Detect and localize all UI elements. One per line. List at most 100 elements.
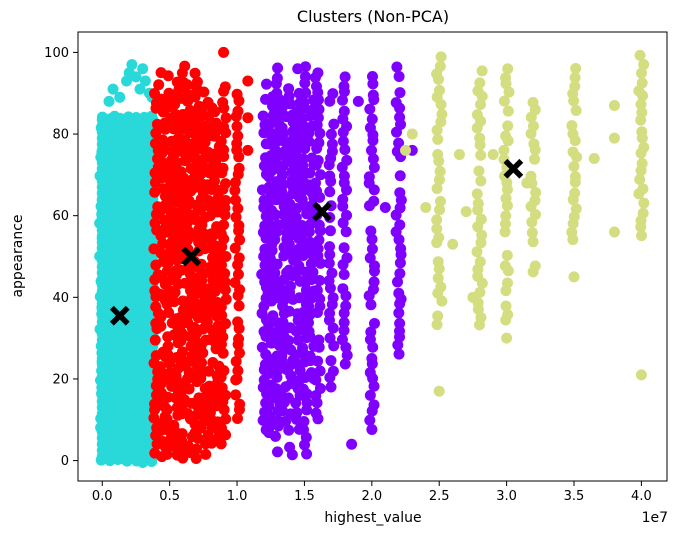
cluster-1-point <box>162 340 174 352</box>
cluster-2-point <box>300 87 312 99</box>
cluster-2-point <box>296 194 308 206</box>
cluster-3-point <box>431 182 443 194</box>
cluster-2-point <box>328 118 340 130</box>
points-layer <box>94 46 650 468</box>
cluster-2-point <box>363 171 375 183</box>
cluster-3-point <box>498 95 510 107</box>
cluster-1-point <box>218 121 230 133</box>
cluster-2-point <box>338 269 350 281</box>
cluster-1-point <box>176 428 188 440</box>
cluster-1-point <box>215 228 227 240</box>
cluster-2-point <box>283 238 295 250</box>
cluster-1-point <box>233 220 245 232</box>
cluster-2-point <box>299 71 311 83</box>
cluster-2-point <box>364 122 376 134</box>
cluster-1-point <box>229 277 241 289</box>
cluster-2-point <box>312 355 324 367</box>
cluster-2-point <box>325 128 337 140</box>
cluster-3-point <box>636 230 648 242</box>
cluster-2-point <box>314 274 326 286</box>
cluster-3-point <box>499 226 511 238</box>
cluster-2-point <box>341 209 353 221</box>
cluster-3-point <box>637 207 649 219</box>
cluster-3-point <box>476 229 488 241</box>
cluster-2-point <box>314 365 326 377</box>
cluster-3-point <box>530 209 542 221</box>
cluster-2-point <box>277 169 289 181</box>
cluster-2-point <box>310 80 322 92</box>
cluster-2-point <box>352 95 364 107</box>
cluster-2-point <box>269 209 281 221</box>
cluster-1-point <box>203 195 215 207</box>
cluster-3-point <box>471 109 483 121</box>
cluster-3-point <box>636 107 648 119</box>
cluster-1-point <box>229 184 241 196</box>
cluster-3-point <box>431 319 443 331</box>
cluster-3-point <box>435 51 447 63</box>
cluster-1-point <box>168 183 180 195</box>
cluster-2-point <box>367 71 379 83</box>
cluster-3-point <box>471 188 483 200</box>
cluster-3-point <box>566 226 578 238</box>
cluster-1-point <box>218 365 230 377</box>
cluster-2-point <box>313 137 325 149</box>
cluster-3-point <box>570 203 582 215</box>
cluster-2-point <box>369 317 381 329</box>
cluster-2-point <box>326 138 338 150</box>
cluster-2-point <box>269 430 281 442</box>
cluster-2-point <box>264 393 276 405</box>
cluster-2-point <box>312 67 324 79</box>
cluster-2-point <box>270 145 282 157</box>
cluster-1-point <box>219 81 231 93</box>
cluster-2-point <box>367 153 379 165</box>
cluster-3-point <box>638 59 650 71</box>
cluster-1-point <box>161 265 173 277</box>
cluster-2-point <box>393 71 405 83</box>
cluster-3-point <box>636 157 648 169</box>
centroid-2-marker-b <box>312 201 332 222</box>
cluster-3-point <box>432 310 444 322</box>
cluster-2-point <box>277 178 289 190</box>
cluster-2-point <box>368 161 380 173</box>
cluster-3-point <box>608 132 620 144</box>
cluster-2-point <box>366 233 378 245</box>
cluster-2-point <box>325 381 337 393</box>
cluster-3-point <box>475 175 487 187</box>
cluster-1-point <box>231 120 243 132</box>
cluster-2-point <box>338 80 350 92</box>
cluster-2-point <box>336 334 348 346</box>
cluster-1-point <box>232 413 244 425</box>
cluster-1-point <box>168 419 180 431</box>
cluster-2-point <box>313 334 325 346</box>
cluster-0-point <box>137 63 149 75</box>
cluster-2-point <box>296 220 308 232</box>
cluster-2-point <box>391 146 403 158</box>
cluster-2-point <box>364 389 376 401</box>
cluster-1-point <box>183 383 195 395</box>
cluster-2-point <box>327 88 339 100</box>
cluster-3-point <box>502 277 514 289</box>
cluster-3-point <box>431 223 443 235</box>
cluster-1-point <box>155 378 167 390</box>
cluster-2-point <box>271 258 283 270</box>
cluster-2-points <box>256 61 418 461</box>
cluster-3-point <box>460 206 472 218</box>
cluster-2-point <box>271 87 283 99</box>
cluster-2-point <box>337 135 349 147</box>
cluster-2-point <box>367 89 379 101</box>
cluster-2-point <box>311 185 323 197</box>
cluster-1-point <box>191 76 203 88</box>
cluster-1-point <box>230 194 242 206</box>
cluster-3-point <box>487 148 499 160</box>
y-tick-label: 80 <box>52 128 69 143</box>
cluster-1-point <box>195 203 207 215</box>
cluster-2-point <box>264 410 276 422</box>
cluster-2-point <box>314 127 326 139</box>
y-tick-label: 100 <box>44 46 69 61</box>
cluster-1-point <box>201 316 213 328</box>
cluster-1-point <box>188 150 200 162</box>
cluster-0-point <box>114 91 126 103</box>
cluster-3-point <box>431 124 443 136</box>
cluster-2-point <box>391 61 403 73</box>
cluster-3-point <box>569 171 581 183</box>
